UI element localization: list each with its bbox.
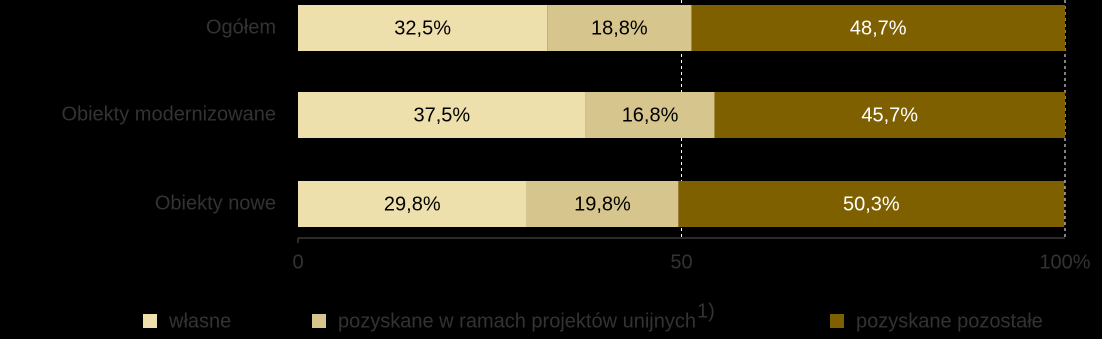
value-label: 19,8% — [574, 193, 631, 215]
value-label: 45,7% — [861, 104, 918, 126]
value-label: 50,3% — [843, 193, 900, 215]
bar-segment — [714, 92, 1065, 138]
bar-segment — [547, 5, 692, 51]
legend-label: pozyskane w ramach projektów unijnych — [338, 310, 696, 332]
bar-segment — [585, 92, 715, 138]
legend-swatch — [143, 314, 157, 328]
x-tick-label: 100% — [1039, 251, 1090, 273]
legend-label: pozyskane pozostałe — [856, 310, 1043, 332]
bar-segment — [298, 92, 586, 138]
bar-segment — [298, 5, 548, 51]
x-tick-label: 0 — [292, 251, 303, 273]
y-tick-label: Ogółem — [206, 16, 276, 38]
legend-swatch — [312, 314, 326, 328]
value-label: 18,8% — [591, 17, 648, 39]
legend-swatch — [830, 314, 844, 328]
bar-segment — [678, 181, 1065, 227]
value-label: 16,8% — [622, 104, 679, 126]
legend-note: 1) — [697, 300, 715, 322]
value-label: 32,5% — [394, 17, 451, 39]
x-tick-label: 50 — [670, 251, 692, 273]
y-tick-label: Obiekty modernizowane — [61, 103, 276, 125]
bar-segment — [298, 181, 527, 227]
bar-segment — [526, 181, 679, 227]
legend-label: własne — [168, 310, 231, 332]
value-label: 29,8% — [384, 193, 441, 215]
bar-segment — [691, 5, 1065, 51]
y-tick-label: Obiekty nowe — [155, 192, 276, 214]
value-label: 37,5% — [413, 104, 470, 126]
value-label: 48,7% — [850, 17, 907, 39]
